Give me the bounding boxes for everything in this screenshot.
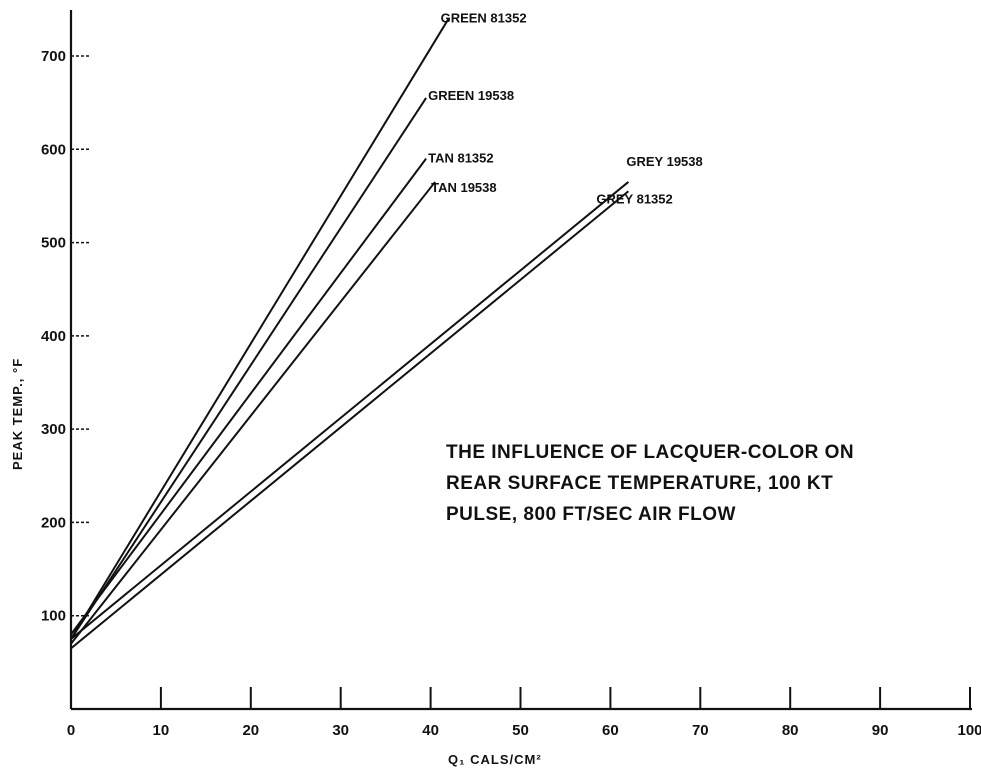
x-tick-label: 40 xyxy=(422,722,439,739)
y-tick-label: 200 xyxy=(41,514,66,531)
series-line xyxy=(70,190,630,650)
x-axis-title: Q₁ CALS/CM² xyxy=(448,752,542,767)
series-label: GREY 19538 xyxy=(626,154,702,169)
y-tick-label: 400 xyxy=(41,328,66,345)
series-label: GREY 81352 xyxy=(596,191,672,206)
x-tick-label: 90 xyxy=(872,722,889,739)
series-label: GREEN 19538 xyxy=(428,88,514,103)
x-tick-label: 100 xyxy=(957,722,981,739)
x-tick-label: 60 xyxy=(602,722,619,739)
y-tick-label: 600 xyxy=(41,141,66,158)
y-axis-title: PEAK TEMP., °F xyxy=(10,358,25,470)
y-ticks: 100 200 300 400 500 600 700 xyxy=(41,48,89,625)
y-tick-label: 300 xyxy=(41,421,66,438)
x-tick-label: 80 xyxy=(782,722,799,739)
annotation-line-3: PULSE, 800 FT/SEC AIR FLOW xyxy=(446,504,736,525)
annotation-line-1: THE INFLUENCE OF LACQUER-COLOR ON xyxy=(446,442,854,463)
x-ticks: 0 10 20 30 40 50 60 70 80 90 100 xyxy=(67,687,981,739)
x-tick-label: 70 xyxy=(692,722,709,739)
series-line xyxy=(70,181,630,640)
series-label: TAN 19538 xyxy=(431,180,497,195)
x-tick-label: 0 xyxy=(67,722,75,739)
annotation-line-2: REAR SURFACE TEMPERATURE, 100 KT xyxy=(446,473,833,494)
x-tick-label: 20 xyxy=(242,722,259,739)
series-line xyxy=(70,18,450,640)
y-tick-label: 700 xyxy=(41,48,66,65)
x-tick-label: 10 xyxy=(153,722,170,739)
series-label: TAN 81352 xyxy=(428,151,494,166)
y-tick-label: 100 xyxy=(41,608,66,625)
series-labels: GREEN 81352 GREEN 19538 TAN 81352 TAN 19538… xyxy=(428,11,703,207)
series-line xyxy=(70,158,427,635)
series-label: GREEN 81352 xyxy=(441,11,527,26)
series-line xyxy=(70,181,436,645)
series-lines xyxy=(70,18,630,650)
x-tick-label: 30 xyxy=(332,722,349,739)
y-tick-label: 500 xyxy=(41,235,66,252)
series-line xyxy=(70,97,427,640)
x-tick-label: 50 xyxy=(512,722,529,739)
